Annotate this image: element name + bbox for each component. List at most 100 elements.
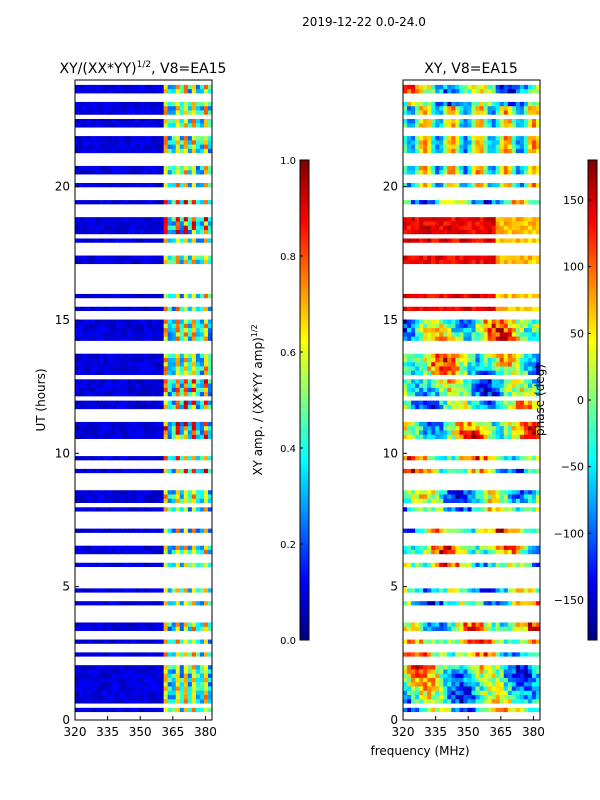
left-heatmap-cell: [127, 451, 133, 457]
left-heatmap-cell: [135, 212, 141, 218]
left-heatmap-cell: [179, 707, 185, 713]
left-heatmap-cell: [75, 668, 80, 674]
left-heatmap-cell: [107, 638, 112, 644]
left-heatmap-cell: [191, 412, 197, 418]
left-heatmap-cell: [91, 195, 96, 201]
left-heatmap-cell: [91, 276, 96, 282]
left-heatmap-cell: [87, 553, 92, 559]
left-heatmap-cell: [91, 468, 96, 474]
left-heatmap-cell: [151, 267, 157, 273]
left-heatmap-cell: [79, 592, 84, 597]
left-heatmap-cell: [99, 161, 104, 166]
left-heatmap-cell: [119, 600, 124, 606]
left-heatmap-cell: [103, 613, 108, 619]
left-heatmap-cell: [111, 186, 116, 192]
left-heatmap-cell: [75, 378, 80, 384]
left-heatmap-cell: [111, 476, 116, 482]
left-heatmap-cell: [147, 297, 153, 303]
left-heatmap-cell: [151, 626, 157, 631]
left-heatmap-cell: [91, 545, 96, 550]
left-heatmap-cell: [159, 259, 165, 265]
left-heatmap-cell: [187, 515, 193, 521]
left-heatmap-cell: [183, 310, 189, 316]
left-heatmap-cell: [167, 272, 173, 277]
left-heatmap-cell: [123, 395, 128, 401]
left-heatmap-cell: [91, 169, 96, 175]
left-heatmap-cell: [159, 613, 165, 619]
left-heatmap-cell: [135, 630, 141, 636]
left-heatmap-cell: [191, 374, 197, 380]
left-heatmap-cell: [103, 528, 108, 533]
left-heatmap-cell: [91, 267, 96, 273]
left-heatmap-cell: [135, 289, 141, 294]
left-heatmap-cell: [203, 707, 209, 713]
left-heatmap-cell: [131, 391, 137, 397]
left-heatmap-cell: [151, 664, 157, 670]
left-heatmap-cell: [103, 562, 108, 567]
left-heatmap-cell: [191, 702, 197, 708]
left-heatmap-cell: [179, 698, 185, 704]
left-heatmap-cell: [95, 617, 100, 623]
left-heatmap-cell: [151, 220, 157, 226]
left-heatmap-cell: [119, 429, 124, 435]
left-heatmap-cell: [135, 626, 141, 631]
left-heatmap-cell: [95, 169, 100, 175]
left-heatmap-cell: [207, 617, 212, 623]
left-heatmap-cell: [99, 489, 104, 495]
left-heatmap-cell: [159, 515, 165, 521]
left-heatmap-cell: [151, 336, 157, 341]
left-heatmap-cell: [111, 557, 116, 563]
left-heatmap-cell: [91, 331, 96, 337]
left-heatmap-cell: [203, 391, 209, 397]
left-heatmap-cell: [75, 673, 80, 678]
left-heatmap-cell: [75, 468, 80, 474]
left-heatmap-cell: [203, 600, 209, 606]
left-heatmap-cell: [167, 152, 173, 158]
left-heatmap-cell: [95, 545, 100, 550]
left-heatmap-cell: [167, 126, 173, 132]
left-heatmap-cell: [99, 348, 104, 354]
left-heatmap-cell: [91, 382, 96, 388]
left-heatmap-cell: [123, 118, 128, 124]
left-heatmap-cell: [139, 178, 145, 183]
left-heatmap-cell: [127, 323, 133, 329]
left-heatmap-cell: [103, 481, 108, 486]
left-heatmap-cell: [79, 634, 84, 640]
left-heatmap-cell: [155, 583, 161, 589]
left-heatmap-cell: [75, 297, 80, 303]
left-heatmap-cell: [183, 101, 189, 107]
left-heatmap-cell: [111, 284, 116, 290]
left-heatmap-cell: [191, 574, 197, 580]
left-heatmap-cell: [83, 357, 88, 363]
left-heatmap-cell: [207, 220, 212, 226]
left-heatmap-cell: [87, 493, 92, 499]
left-heatmap-cell: [207, 301, 212, 307]
left-heatmap-cell: [127, 647, 133, 653]
left-heatmap-cell: [163, 476, 169, 482]
left-heatmap-cell: [107, 395, 112, 401]
left-heatmap-cell: [87, 306, 92, 311]
left-heatmap-cell: [83, 395, 88, 401]
left-heatmap-cell: [151, 711, 157, 717]
left-heatmap-cell: [127, 216, 133, 222]
left-heatmap-cell: [203, 148, 209, 154]
left-heatmap-cell: [111, 498, 116, 503]
left-heatmap-cell: [147, 523, 153, 529]
left-heatmap-cell: [135, 310, 141, 316]
left-heatmap-cell: [203, 438, 209, 444]
left-heatmap-cell: [83, 459, 88, 465]
left-heatmap-cell: [131, 677, 137, 683]
left-heatmap-cell: [199, 417, 205, 422]
left-heatmap-cell: [195, 336, 201, 341]
left-heatmap-cell: [187, 323, 193, 329]
left-heatmap-cell: [107, 254, 112, 260]
left-heatmap-cell: [199, 259, 205, 265]
left-heatmap-cell: [143, 173, 149, 179]
left-heatmap-cell: [75, 694, 80, 700]
left-heatmap-cell: [87, 190, 92, 196]
left-heatmap-cell: [139, 114, 145, 119]
left-heatmap-cell: [103, 600, 108, 606]
left-heatmap-cell: [171, 502, 177, 508]
left-heatmap-cell: [195, 306, 201, 311]
left-heatmap-cell: [187, 378, 193, 384]
